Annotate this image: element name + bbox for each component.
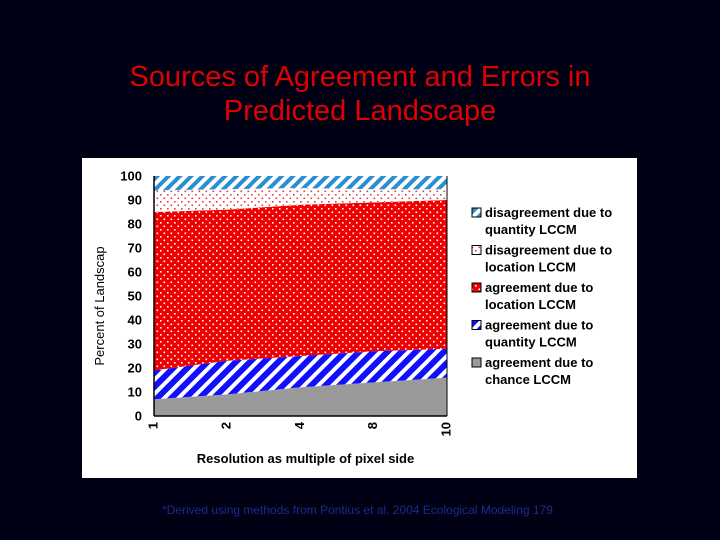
y-tick-label: 50	[128, 289, 142, 304]
footnote-citation: *Derived using methods from Pontius et a…	[162, 503, 553, 517]
y-tick-label: 100	[120, 169, 142, 184]
y-tick-label: 30	[128, 337, 142, 352]
y-tick-label: 20	[128, 361, 142, 376]
y-tick-label: 70	[128, 241, 142, 256]
legend-swatch	[471, 245, 482, 255]
legend-swatch	[471, 282, 482, 293]
x-tick-label: 10	[438, 422, 453, 436]
legend-swatch	[471, 320, 482, 330]
area-series-3	[154, 200, 447, 371]
chart-panel: 0 10 20 30 40 50 60 70 80 90 100 1 2 4 8 10 Resolution a…	[82, 158, 637, 478]
area-series-2	[154, 348, 447, 400]
legend-label: disagreement due to location LCCM	[485, 243, 612, 275]
stacked-area-chart: 0 10 20 30 40 50 60 70 80 90 100 1 2 4 8 10 Resolution a…	[92, 169, 612, 467]
y-tick-label: 10	[128, 385, 142, 400]
y-tick-label: 80	[128, 217, 142, 232]
x-tick-label: 1	[145, 422, 160, 429]
slide-title: Sources of Agreement and Errors in Predi…	[0, 60, 720, 128]
legend-label: agreement due to chance LCCM	[485, 355, 593, 387]
x-tick-label: 2	[219, 422, 234, 429]
y-tick-label: 90	[128, 193, 142, 208]
area-series-1	[154, 377, 447, 416]
legend-swatch	[471, 207, 482, 218]
slide-title-line-1: Sources of Agreement and Errors in	[129, 61, 591, 93]
area-series-4	[154, 188, 447, 212]
y-axis-label: Percent of Landscap	[92, 246, 107, 365]
y-tick-label: 0	[135, 409, 142, 424]
legend-label: agreement due to quantity LCCM	[485, 318, 593, 350]
slide-title-line-2: Predicted Landscape	[223, 95, 497, 127]
x-tick-label: 4	[292, 421, 307, 429]
legend-swatch	[471, 357, 482, 368]
x-axis-label: Resolution as multiple of pixel side	[197, 451, 414, 466]
area-series-5	[154, 176, 447, 191]
y-tick-label: 40	[128, 313, 142, 328]
x-tick-label: 8	[365, 422, 380, 429]
legend-label: disagreement due to quantity LCCM	[485, 205, 612, 237]
y-tick-label: 60	[128, 265, 142, 280]
legend-label: agreement due to location LCCM	[485, 280, 593, 312]
